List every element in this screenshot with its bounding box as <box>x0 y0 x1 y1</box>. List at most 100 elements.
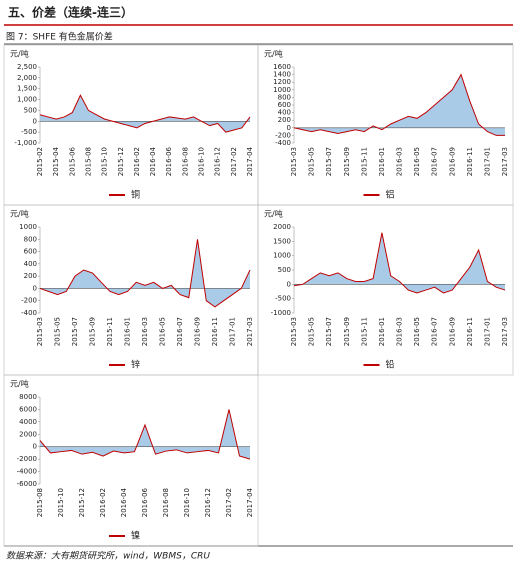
x-tick-label: 2017-01 <box>483 317 491 346</box>
x-tick-label: 2016-06 <box>141 487 149 517</box>
x-tick-label: 2015-12 <box>78 488 86 517</box>
y-tick-label: 8000 <box>19 393 37 401</box>
y-tick-label: 1000 <box>19 223 37 231</box>
source: 数据来源：大有期货研究所，wind，WBMS，CRU <box>6 551 210 562</box>
x-tick-label: 2016-03 <box>141 317 149 346</box>
line <box>39 94 251 133</box>
area <box>40 239 250 307</box>
y-tick-label: 1200 <box>273 78 291 86</box>
y-tick-label: 800 <box>278 93 291 101</box>
x-tick-label: 2016-01 <box>124 317 132 346</box>
x-tick-label: 2016-02 <box>99 488 107 517</box>
x-tick-label: 2015-08 <box>36 488 44 517</box>
x-tick-label: 2015-05 <box>54 317 62 346</box>
y-tick-label: 1,000 <box>17 96 37 104</box>
y-tick-label: 1600 <box>273 63 291 71</box>
x-tick-label: 2016-08 <box>181 147 189 176</box>
x-tick-label: 2015-11 <box>360 147 368 176</box>
y-tick-label: -1,000 <box>14 139 37 147</box>
x-tick-label: 2015-04 <box>52 146 60 176</box>
y-tick-label: 1,500 <box>17 85 37 93</box>
y-tick-label: 1400 <box>273 71 291 79</box>
x-tick-label: 2015-09 <box>343 317 351 346</box>
x-tick-label: 2017-02 <box>225 488 233 517</box>
x-tick-label: 2017-03 <box>501 147 509 176</box>
x-tick-label: 2015-07 <box>71 317 79 346</box>
x-tick-label: 2016-03 <box>396 147 404 176</box>
y-tick-label: -400 <box>21 309 37 317</box>
line <box>39 239 251 308</box>
y-tick-label: -4000 <box>17 468 37 476</box>
y-tick-label: 4000 <box>19 418 37 426</box>
x-tick-label: 2015-08 <box>84 147 92 176</box>
x-tick-label: 2016-07 <box>431 147 439 176</box>
y-tick-label: -400 <box>275 139 291 147</box>
x-tick-label: 2015-11 <box>360 317 368 346</box>
x-tick-label: 2015-09 <box>89 317 97 346</box>
x-tick-label: 2015-10 <box>57 488 65 517</box>
area <box>294 232 505 293</box>
x-tick-label: 2017-01 <box>229 317 237 346</box>
y-tick-label: -1000 <box>271 309 291 317</box>
x-tick-label: 2017-02 <box>230 147 238 176</box>
y-tick-label: 400 <box>24 260 37 268</box>
x-tick-label: 2015-02 <box>36 147 44 176</box>
x-tick-label: 2016-07 <box>176 317 184 346</box>
x-tick-label: 2016-12 <box>214 147 222 176</box>
area <box>40 95 250 133</box>
x-tick-label: 2016-04 <box>120 487 128 517</box>
y-tick-label: 800 <box>24 235 37 243</box>
y-tick-label: 0 <box>287 280 291 288</box>
y-tick-label: 1500 <box>273 237 291 245</box>
panel <box>257 204 514 376</box>
y-tick-label: -6000 <box>17 480 37 488</box>
y-unit: 元/吨 <box>264 49 283 59</box>
x-tick-label: 2016-05 <box>159 317 167 346</box>
x-tick-label: 2017-01 <box>483 147 491 176</box>
x-tick-label: 2015-07 <box>325 317 333 346</box>
x-tick-label: 2015-12 <box>117 147 125 176</box>
x-tick-label: 2016-12 <box>204 488 212 517</box>
x-tick-label: 2016-05 <box>413 317 421 346</box>
y-tick-label: 2,500 <box>17 63 37 71</box>
y-tick-label: 0 <box>287 124 291 132</box>
x-tick-label: 2015-10 <box>101 147 109 176</box>
y-unit: 元/吨 <box>264 209 283 219</box>
x-tick-label: 2016-08 <box>162 488 170 517</box>
y-tick-label: 6000 <box>19 405 37 413</box>
x-tick-label: 2016-11 <box>466 147 474 176</box>
x-tick-label: 2016-10 <box>183 488 191 517</box>
x-tick-label: 2016-11 <box>466 317 474 346</box>
y-tick-label: 2000 <box>273 223 291 231</box>
x-tick-label: 2016-07 <box>431 317 439 346</box>
legend-label: 铅 <box>386 359 395 371</box>
legend-label: 铝 <box>386 189 395 201</box>
x-tick-label: 2016-11 <box>211 317 219 346</box>
x-tick-label: 2015-09 <box>343 147 351 176</box>
x-tick-label: 2015-03 <box>36 317 44 346</box>
line <box>293 232 506 294</box>
panel <box>3 374 259 547</box>
legend-label: 镍 <box>131 530 140 542</box>
x-tick-label: 2015-06 <box>68 146 76 176</box>
section-title: 五、价差（连续-连三） <box>8 5 133 20</box>
x-tick-label: 2015-05 <box>308 147 316 176</box>
y-tick-label: 1000 <box>273 86 291 94</box>
x-tick-label: 2016-10 <box>198 147 206 176</box>
x-tick-label: 2016-09 <box>194 317 202 346</box>
y-tick-label: 2000 <box>19 430 37 438</box>
x-tick-label: 2016-01 <box>378 317 386 346</box>
y-tick-label: -500 <box>275 295 291 303</box>
y-tick-label: 500 <box>278 266 291 274</box>
legend-label: 锌 <box>131 359 140 371</box>
line <box>293 73 505 136</box>
y-tick-label: 0 <box>33 117 37 125</box>
figure-caption: 图 7：SHFE 有色金属价差 <box>6 31 113 43</box>
y-tick-label: 500 <box>24 106 37 114</box>
x-tick-label: 2016-04 <box>149 146 157 176</box>
y-tick-label: 1000 <box>273 252 291 260</box>
y-tick-label: 0 <box>33 443 37 451</box>
line <box>39 409 251 460</box>
y-tick-label: -2000 <box>17 455 37 463</box>
